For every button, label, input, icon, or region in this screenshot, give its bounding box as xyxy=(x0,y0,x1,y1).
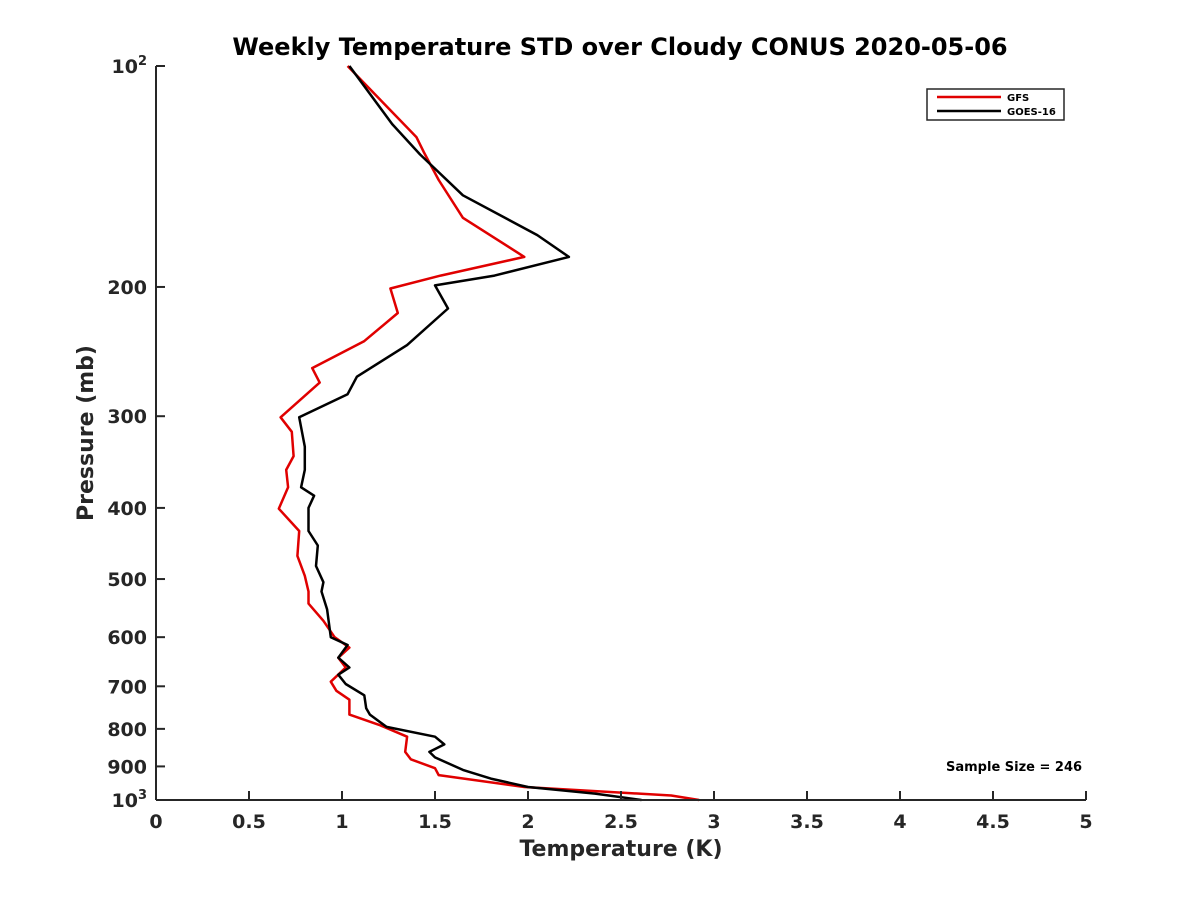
x-ticks: 0 0.5 1 1.5 2 2.5 3 3.5 4 4.5 5 xyxy=(149,791,1093,833)
legend: GFS GOES-16 xyxy=(926,88,1065,121)
x-tick-label: 0 xyxy=(149,811,162,833)
x-tick-label: 1 xyxy=(335,811,348,833)
legend-box xyxy=(926,88,1065,121)
y-tick-label: 102 xyxy=(112,54,148,78)
y-tick-label: 800 xyxy=(107,719,147,741)
series-line-gfs xyxy=(277,65,700,802)
sample-size-annotation: Sample Size = 246 xyxy=(946,760,1082,775)
y-tick-label: 700 xyxy=(107,676,147,698)
x-tick-label: 2 xyxy=(521,811,534,833)
x-tick-label: 0.5 xyxy=(232,811,266,833)
x-tick-label: 4 xyxy=(893,811,906,833)
y-tick-label: 300 xyxy=(107,406,147,428)
y-tick-label: 600 xyxy=(107,627,147,649)
y-tick-label: 400 xyxy=(107,498,147,520)
x-tick-label: 5 xyxy=(1079,811,1092,833)
x-tick-label: 4.5 xyxy=(976,811,1010,833)
y-tick-label: 200 xyxy=(107,277,147,299)
chart-title: Weekly Temperature STD over Cloudy CONUS… xyxy=(232,33,1007,61)
y-tick-label: 500 xyxy=(107,569,147,591)
x-axis-label: Temperature (K) xyxy=(519,837,722,862)
series-line-goes16 xyxy=(297,65,642,802)
legend-label-gfs: GFS xyxy=(1007,93,1029,104)
x-tick-label: 1.5 xyxy=(418,811,452,833)
y-ticks: 102 200 300 400 500 600 700 800 900 103 xyxy=(107,54,165,812)
y-axis-label: Pressure (mb) xyxy=(74,345,99,521)
x-tick-label: 3 xyxy=(707,811,720,833)
y-tick-label: 900 xyxy=(107,756,147,778)
axes xyxy=(155,66,1086,801)
y-tick-label: 103 xyxy=(112,788,148,812)
legend-label-goes16: GOES-16 xyxy=(1007,107,1056,118)
x-tick-label: 3.5 xyxy=(790,811,824,833)
series-layer xyxy=(277,65,700,802)
x-tick-label: 2.5 xyxy=(604,811,638,833)
